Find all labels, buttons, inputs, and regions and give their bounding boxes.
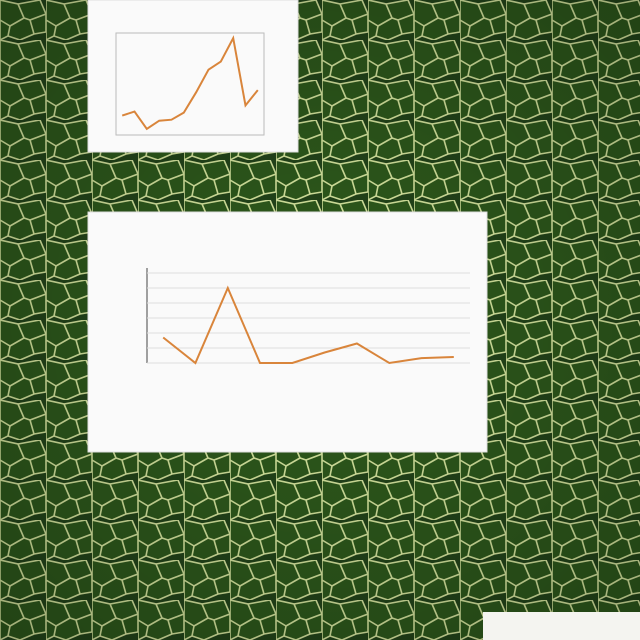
card (87, 211, 488, 453)
plot-frame (115, 32, 265, 136)
card (87, 0, 299, 153)
data-line (121, 35, 259, 131)
data-line (162, 285, 454, 365)
corner-panel (483, 612, 640, 640)
